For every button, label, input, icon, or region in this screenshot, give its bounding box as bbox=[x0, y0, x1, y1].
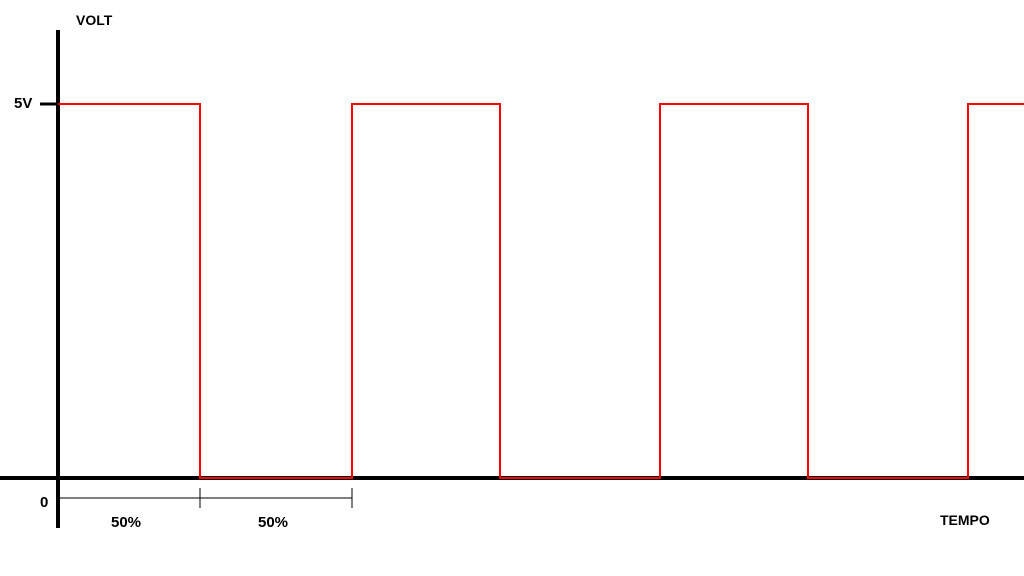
square-wave-chart: VOLT TEMPO 5V 0 50% 50% bbox=[0, 0, 1024, 576]
origin-label: 0 bbox=[40, 494, 48, 511]
y-axis-title: VOLT bbox=[76, 12, 112, 28]
square-wave-path bbox=[58, 104, 1024, 478]
x-axis-title: TEMPO bbox=[940, 512, 990, 528]
ytick-label-5v: 5V bbox=[14, 95, 32, 112]
chart-svg bbox=[0, 0, 1024, 576]
duty-cycle-markers bbox=[58, 488, 352, 508]
duty-label-2: 50% bbox=[258, 514, 288, 531]
duty-label-1: 50% bbox=[111, 514, 141, 531]
